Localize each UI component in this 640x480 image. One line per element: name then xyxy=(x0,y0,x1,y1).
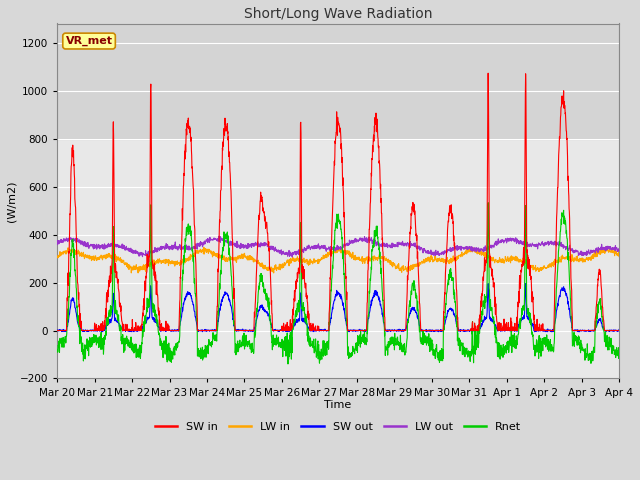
Bar xyxy=(57,24,619,139)
Y-axis label: (W/m2): (W/m2) xyxy=(7,180,17,222)
X-axis label: Time: Time xyxy=(324,400,352,410)
Title: Short/Long Wave Radiation: Short/Long Wave Radiation xyxy=(244,7,433,21)
Legend: SW in, LW in, SW out, LW out, Rnet: SW in, LW in, SW out, LW out, Rnet xyxy=(150,418,525,437)
Text: VR_met: VR_met xyxy=(65,36,113,46)
